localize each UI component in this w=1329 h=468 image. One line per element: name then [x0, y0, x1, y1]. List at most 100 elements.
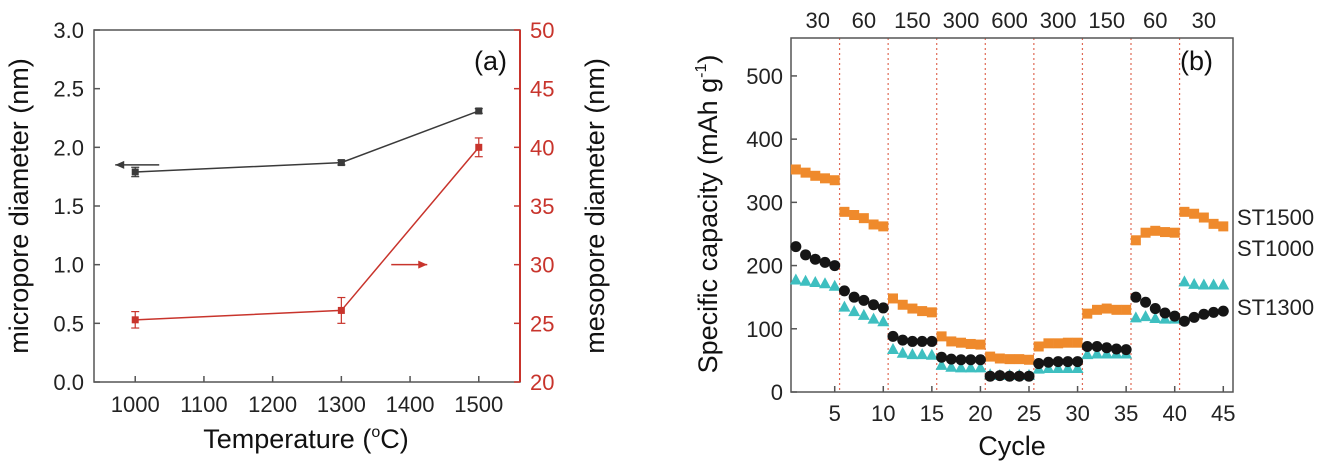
x-tick-label: 25 — [1017, 401, 1041, 426]
ST1000-point — [1159, 312, 1171, 324]
ST1300-point — [1140, 296, 1152, 308]
series-label-st1000: ST1000 — [1237, 236, 1314, 261]
mesopore-point — [475, 143, 483, 151]
ST1500-point — [1150, 225, 1161, 236]
x-tick-label: 35 — [1114, 401, 1138, 426]
ST1300-point — [1013, 370, 1025, 382]
ST1000-point — [955, 361, 967, 373]
ST1300-point — [936, 351, 948, 363]
ST1300-point — [838, 285, 850, 297]
ST1500-point — [1121, 304, 1132, 315]
ST1300-point — [994, 370, 1006, 382]
left-axis-arrowhead — [115, 160, 125, 169]
ST1000-point — [1139, 310, 1152, 322]
ST1500-point — [956, 337, 966, 348]
ST1300-point — [1033, 358, 1045, 370]
ST1300-point — [926, 335, 938, 347]
ST1500-point — [868, 219, 879, 230]
ST1500-point — [1111, 304, 1122, 315]
x-tick-label: 40 — [1162, 401, 1186, 426]
micropore-line — [135, 110, 480, 173]
rate-label: 150 — [1088, 8, 1125, 33]
ST1300-point — [868, 299, 880, 311]
ST1300-point — [809, 253, 821, 265]
ST1000-point — [819, 277, 831, 289]
ST1500-point — [907, 303, 918, 314]
ST1000-point — [838, 300, 851, 312]
ST1500-point — [1140, 227, 1151, 238]
ST1300-point — [887, 330, 899, 342]
y-right-tick-label: 25 — [530, 311, 554, 336]
ST1500-point — [1004, 354, 1015, 365]
ST1500-point — [946, 336, 957, 347]
y-axis-title-b: Specific capacity (mAh g-1) — [693, 55, 723, 374]
y-tick-label: 3.0 — [53, 18, 84, 43]
ST1300-point — [955, 354, 967, 366]
y-tick-label: 2.0 — [53, 135, 84, 160]
micropore-point — [475, 107, 483, 115]
ST1000-point — [1042, 361, 1055, 373]
ST1300-point — [1081, 340, 1093, 352]
ST1000-point — [1129, 311, 1142, 323]
ST1500-point — [1179, 206, 1190, 217]
ST1000-point — [1081, 348, 1094, 360]
plot-frame-b — [790, 37, 1234, 393]
ST1300-point — [848, 291, 860, 303]
ST1500-point — [1014, 354, 1025, 365]
ST1000-point — [867, 312, 880, 324]
ST1300-point — [1169, 310, 1181, 322]
y-tick-label: 0 — [771, 380, 783, 405]
series-label-st1300: ST1300 — [1237, 295, 1314, 320]
x-tick-label: 10 — [871, 401, 895, 426]
ST1000-point — [1188, 277, 1201, 289]
ST1500-point — [1072, 337, 1083, 348]
ST1000-point — [1178, 275, 1191, 287]
ST1300-point — [1004, 370, 1016, 382]
y-right-tick-label: 40 — [530, 135, 554, 160]
ST1500-point — [888, 293, 898, 304]
ST1000-point — [935, 358, 948, 370]
ST1500-point — [839, 206, 850, 217]
ST1300-point — [1120, 344, 1132, 356]
ST1000-point — [1207, 278, 1220, 290]
y-right-tick-label: 50 — [530, 18, 554, 43]
plot-frame-a — [93, 29, 521, 383]
y-tick-label: 0.0 — [53, 370, 84, 395]
ST1300-point — [829, 260, 841, 272]
ST1500-point — [1024, 354, 1034, 365]
ST1300-point — [1130, 291, 1142, 303]
ST1500-point — [1198, 212, 1209, 223]
x-tick-label: 5 — [829, 401, 841, 426]
y-right-tick-label: 45 — [530, 77, 554, 102]
ST1000-point — [1120, 347, 1133, 359]
ST1500-point — [936, 331, 947, 342]
ST1000-point — [809, 276, 822, 288]
rate-label: 30 — [1192, 8, 1216, 33]
ST1000-point — [1013, 368, 1026, 380]
x-tick-label: 1300 — [317, 392, 366, 417]
ST1500-point — [975, 339, 986, 350]
ST1500-point — [800, 167, 811, 178]
ST1500-point — [790, 164, 801, 175]
ST1300-point — [916, 335, 928, 347]
ST1000-point — [789, 273, 802, 285]
x-tick-label: 1000 — [111, 392, 160, 417]
panel-label-b: (b) — [1180, 46, 1213, 76]
mesopore-point — [131, 316, 139, 324]
rate-label: 300 — [943, 8, 980, 33]
ST1300-point — [974, 354, 986, 366]
ST1500-point — [1033, 341, 1044, 352]
x-tick-label: 45 — [1211, 401, 1235, 426]
ST1500-point — [1160, 227, 1170, 238]
ST1000-point — [828, 279, 841, 291]
ST1000-point — [1023, 368, 1035, 380]
ST1500-point — [1130, 235, 1141, 246]
ST1300-point — [1159, 307, 1171, 319]
ST1500-point — [1043, 338, 1054, 349]
y-tick-label: 1.0 — [53, 253, 84, 278]
ST1300-point — [1072, 356, 1084, 368]
rate-label: 30 — [805, 8, 829, 33]
ST1300-point — [1023, 370, 1035, 382]
ST1000-point — [1071, 361, 1084, 373]
ST1300-point — [1052, 356, 1064, 368]
